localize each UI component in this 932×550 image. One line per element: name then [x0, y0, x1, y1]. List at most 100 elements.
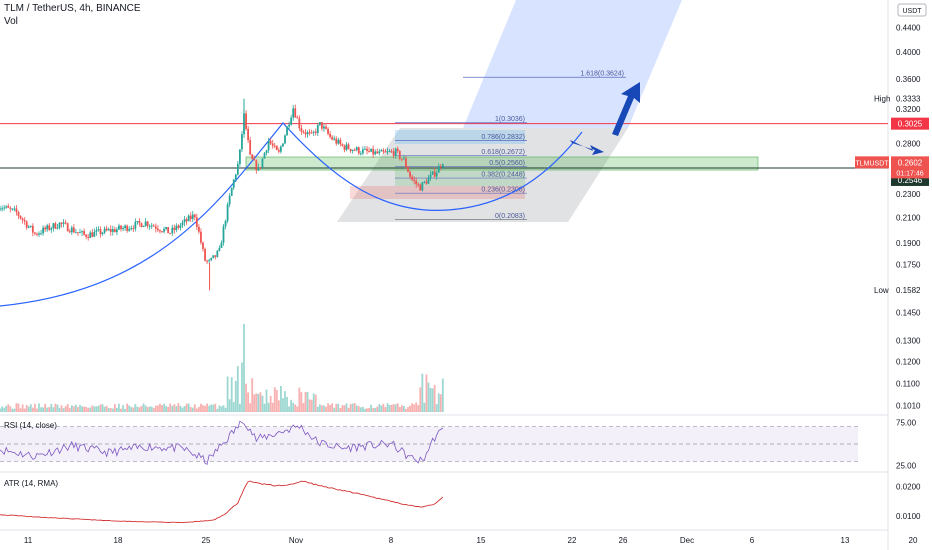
volume-bar — [423, 402, 426, 412]
candle-body — [87, 236, 90, 238]
candle-body — [357, 147, 360, 154]
fib-level-label: 0.5(0.2560) — [489, 160, 525, 167]
volume-bar — [220, 406, 223, 412]
price-tick-label: 0.1750 — [896, 260, 921, 269]
volume-bar — [341, 405, 344, 412]
volume-bar — [353, 403, 356, 412]
volume-bar — [91, 405, 94, 412]
atr-title: ATR (14, RMA) — [4, 479, 58, 488]
volume-bar — [433, 384, 436, 412]
volume-bar — [329, 405, 331, 412]
volume-bar — [226, 376, 229, 412]
cup-curve — [0, 122, 583, 307]
candle-body — [353, 149, 356, 151]
candle-body — [343, 145, 346, 150]
rsi-tick: 25.00 — [896, 462, 917, 471]
volume-bar — [25, 405, 28, 412]
candle-body — [294, 108, 297, 118]
volume-bar — [87, 407, 90, 412]
candle-body — [411, 176, 413, 180]
volume-bar — [193, 404, 196, 412]
volume-bar — [189, 407, 192, 412]
candle-body — [17, 212, 20, 216]
volume-bar — [42, 407, 44, 412]
volume-bar — [304, 391, 307, 412]
candle-body — [253, 158, 256, 161]
candle-body — [154, 226, 157, 229]
candle-body — [390, 151, 393, 153]
candle-body — [386, 151, 389, 153]
down-arrow — [570, 140, 604, 155]
volume-label: Vol — [4, 16, 18, 27]
candle-body — [161, 231, 163, 233]
candle-body — [202, 242, 204, 250]
volume-bar — [345, 403, 348, 412]
volume-bar — [288, 406, 290, 412]
volume-bar — [50, 403, 53, 412]
volume-bar — [126, 403, 129, 412]
volume-bar — [427, 382, 430, 412]
volume-bar — [167, 406, 170, 412]
candle-body — [107, 229, 110, 231]
volume-bar — [275, 390, 278, 412]
volume-bar — [15, 403, 18, 412]
candle-body — [218, 247, 221, 251]
price-tick-label: 0.3600 — [896, 75, 921, 84]
price-tick-label: 0.1200 — [896, 357, 921, 366]
candle-body — [136, 220, 139, 222]
volume-bar — [206, 403, 208, 412]
rsi-line — [0, 420, 444, 465]
volume-bar — [255, 393, 258, 412]
volume-bar — [249, 403, 252, 412]
high-tag: High — [874, 95, 890, 104]
candle-body — [42, 227, 44, 234]
volume-bar — [357, 406, 360, 412]
fib-zone-236 — [350, 186, 525, 199]
candle-body — [195, 217, 198, 227]
volume-bar — [181, 407, 184, 412]
volume-bar — [85, 406, 88, 412]
candle-body — [152, 225, 155, 227]
candle-body — [134, 221, 137, 229]
candle-body — [200, 231, 202, 243]
candle-body — [425, 181, 428, 184]
candle-body — [376, 151, 379, 154]
volume-bar — [257, 393, 260, 412]
volume-bar — [310, 399, 313, 412]
volume-bar — [296, 406, 299, 412]
volume-bar — [284, 391, 286, 412]
candle-body — [308, 132, 311, 134]
candle-body — [177, 225, 180, 228]
candle-body — [304, 132, 307, 135]
candle-body — [99, 229, 102, 235]
candle-body — [249, 140, 252, 155]
volume-bar — [376, 406, 379, 412]
volume-bar — [146, 407, 149, 412]
time-tick-label: 25 — [202, 536, 211, 545]
candle-body — [337, 139, 340, 144]
candle-body — [77, 232, 79, 234]
volume-bar — [136, 406, 139, 412]
candle-body — [40, 233, 42, 235]
candle-body — [128, 228, 131, 231]
last-price-tag — [891, 156, 929, 179]
candle-body — [306, 132, 309, 135]
candle-body — [280, 146, 282, 152]
price-tick-label: 0.2100 — [896, 213, 921, 222]
volume-bar — [208, 405, 211, 412]
candle-body — [120, 225, 122, 230]
candle-body — [292, 108, 295, 118]
candle-body — [331, 136, 334, 140]
candle-body — [230, 187, 233, 196]
candle-body — [290, 117, 293, 125]
candle-body — [364, 148, 366, 150]
candle-body — [210, 258, 213, 261]
volume-bar — [267, 402, 270, 412]
volume-bar — [46, 407, 49, 412]
candle-body — [111, 229, 114, 232]
volume-bar — [230, 377, 233, 412]
volume-bar — [327, 403, 329, 412]
candle-body — [220, 242, 223, 248]
atr-tick: 0.0100 — [896, 512, 921, 521]
